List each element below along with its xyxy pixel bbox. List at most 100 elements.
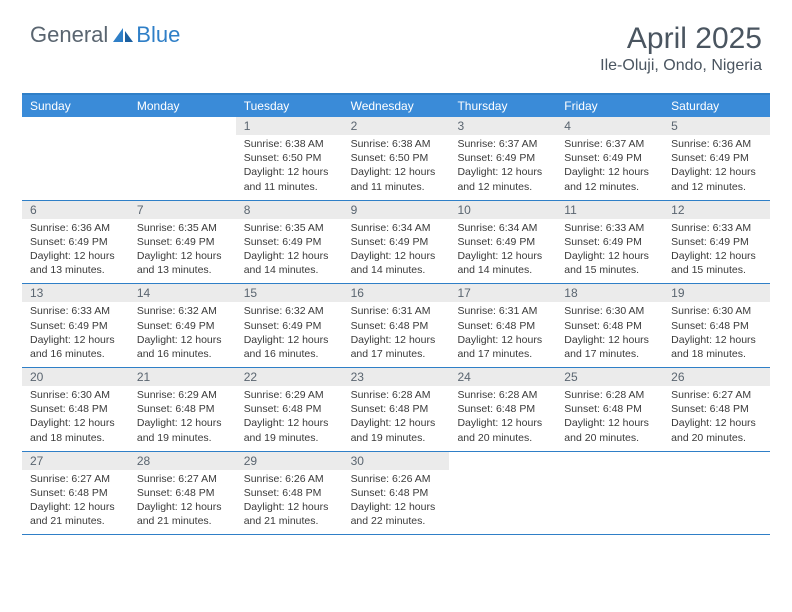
day-details: Sunrise: 6:27 AMSunset: 6:48 PMDaylight:… (663, 386, 770, 445)
day-cell: 17Sunrise: 6:31 AMSunset: 6:48 PMDayligh… (449, 284, 556, 367)
day-cell: 23Sunrise: 6:28 AMSunset: 6:48 PMDayligh… (343, 368, 450, 451)
day-cell: 24Sunrise: 6:28 AMSunset: 6:48 PMDayligh… (449, 368, 556, 451)
day-details: Sunrise: 6:33 AMSunset: 6:49 PMDaylight:… (556, 219, 663, 278)
dayhead-saturday: Saturday (663, 95, 770, 117)
calendar: SundayMondayTuesdayWednesdayThursdayFrid… (22, 93, 770, 535)
daylight-text: Daylight: 12 hours and 19 minutes. (351, 416, 442, 444)
sunset-text: Sunset: 6:49 PM (30, 235, 121, 249)
day-number: 4 (556, 117, 663, 135)
sunset-text: Sunset: 6:48 PM (457, 319, 548, 333)
sunset-text: Sunset: 6:48 PM (137, 486, 228, 500)
day-details: Sunrise: 6:35 AMSunset: 6:49 PMDaylight:… (236, 219, 343, 278)
calendar-header-row: SundayMondayTuesdayWednesdayThursdayFrid… (22, 95, 770, 117)
day-cell: 25Sunrise: 6:28 AMSunset: 6:48 PMDayligh… (556, 368, 663, 451)
week-row: 6Sunrise: 6:36 AMSunset: 6:49 PMDaylight… (22, 201, 770, 285)
day-number: 18 (556, 284, 663, 302)
logo: General Blue (30, 22, 180, 48)
day-details: Sunrise: 6:28 AMSunset: 6:48 PMDaylight:… (343, 386, 450, 445)
day-details: Sunrise: 6:32 AMSunset: 6:49 PMDaylight:… (129, 302, 236, 361)
daylight-text: Daylight: 12 hours and 14 minutes. (351, 249, 442, 277)
day-cell: 5Sunrise: 6:36 AMSunset: 6:49 PMDaylight… (663, 117, 770, 200)
sunset-text: Sunset: 6:48 PM (30, 402, 121, 416)
sunset-text: Sunset: 6:48 PM (564, 319, 655, 333)
day-cell: 6Sunrise: 6:36 AMSunset: 6:49 PMDaylight… (22, 201, 129, 284)
day-cell: 11Sunrise: 6:33 AMSunset: 6:49 PMDayligh… (556, 201, 663, 284)
day-details: Sunrise: 6:26 AMSunset: 6:48 PMDaylight:… (343, 470, 450, 529)
day-details: Sunrise: 6:26 AMSunset: 6:48 PMDaylight:… (236, 470, 343, 529)
day-number: 27 (22, 452, 129, 470)
daylight-text: Daylight: 12 hours and 17 minutes. (564, 333, 655, 361)
day-cell: 20Sunrise: 6:30 AMSunset: 6:48 PMDayligh… (22, 368, 129, 451)
day-cell: 9Sunrise: 6:34 AMSunset: 6:49 PMDaylight… (343, 201, 450, 284)
sunrise-text: Sunrise: 6:31 AM (457, 304, 548, 318)
sunrise-text: Sunrise: 6:37 AM (457, 137, 548, 151)
day-number: 21 (129, 368, 236, 386)
daylight-text: Daylight: 12 hours and 12 minutes. (457, 165, 548, 193)
sunrise-text: Sunrise: 6:30 AM (564, 304, 655, 318)
day-number: 15 (236, 284, 343, 302)
day-number: 14 (129, 284, 236, 302)
daylight-text: Daylight: 12 hours and 21 minutes. (244, 500, 335, 528)
day-number: 9 (343, 201, 450, 219)
daylight-text: Daylight: 12 hours and 17 minutes. (457, 333, 548, 361)
sunrise-text: Sunrise: 6:34 AM (351, 221, 442, 235)
day-cell: 28Sunrise: 6:27 AMSunset: 6:48 PMDayligh… (129, 452, 236, 535)
daylight-text: Daylight: 12 hours and 12 minutes. (564, 165, 655, 193)
day-number: 2 (343, 117, 450, 135)
sunrise-text: Sunrise: 6:28 AM (351, 388, 442, 402)
day-cell: 21Sunrise: 6:29 AMSunset: 6:48 PMDayligh… (129, 368, 236, 451)
day-details: Sunrise: 6:34 AMSunset: 6:49 PMDaylight:… (343, 219, 450, 278)
day-cell: 4Sunrise: 6:37 AMSunset: 6:49 PMDaylight… (556, 117, 663, 200)
sunrise-text: Sunrise: 6:34 AM (457, 221, 548, 235)
day-cell: 15Sunrise: 6:32 AMSunset: 6:49 PMDayligh… (236, 284, 343, 367)
day-number: 19 (663, 284, 770, 302)
day-number: 30 (343, 452, 450, 470)
week-row: 20Sunrise: 6:30 AMSunset: 6:48 PMDayligh… (22, 368, 770, 452)
day-cell: 29Sunrise: 6:26 AMSunset: 6:48 PMDayligh… (236, 452, 343, 535)
day-number: 25 (556, 368, 663, 386)
sunrise-text: Sunrise: 6:30 AM (30, 388, 121, 402)
daylight-text: Daylight: 12 hours and 18 minutes. (671, 333, 762, 361)
week-row: 27Sunrise: 6:27 AMSunset: 6:48 PMDayligh… (22, 452, 770, 536)
sunset-text: Sunset: 6:48 PM (351, 486, 442, 500)
logo-word-2: Blue (136, 22, 180, 48)
sunset-text: Sunset: 6:48 PM (671, 402, 762, 416)
sunset-text: Sunset: 6:49 PM (564, 151, 655, 165)
sunset-text: Sunset: 6:49 PM (137, 235, 228, 249)
sunrise-text: Sunrise: 6:30 AM (671, 304, 762, 318)
sunset-text: Sunset: 6:49 PM (244, 235, 335, 249)
day-details: Sunrise: 6:38 AMSunset: 6:50 PMDaylight:… (343, 135, 450, 194)
day-number: 12 (663, 201, 770, 219)
daylight-text: Daylight: 12 hours and 16 minutes. (137, 333, 228, 361)
day-details: Sunrise: 6:38 AMSunset: 6:50 PMDaylight:… (236, 135, 343, 194)
day-number: 7 (129, 201, 236, 219)
day-cell-empty: . (449, 452, 556, 535)
sunrise-text: Sunrise: 6:28 AM (457, 388, 548, 402)
daylight-text: Daylight: 12 hours and 19 minutes. (244, 416, 335, 444)
sunrise-text: Sunrise: 6:37 AM (564, 137, 655, 151)
day-cell: 12Sunrise: 6:33 AMSunset: 6:49 PMDayligh… (663, 201, 770, 284)
day-cell-empty: . (129, 117, 236, 200)
day-number: 16 (343, 284, 450, 302)
daylight-text: Daylight: 12 hours and 15 minutes. (671, 249, 762, 277)
sunset-text: Sunset: 6:49 PM (671, 235, 762, 249)
day-cell: 30Sunrise: 6:26 AMSunset: 6:48 PMDayligh… (343, 452, 450, 535)
day-number: 29 (236, 452, 343, 470)
logo-word-1: General (30, 22, 108, 48)
day-cell-empty: . (663, 452, 770, 535)
day-details: Sunrise: 6:34 AMSunset: 6:49 PMDaylight:… (449, 219, 556, 278)
daylight-text: Daylight: 12 hours and 21 minutes. (30, 500, 121, 528)
daylight-text: Daylight: 12 hours and 11 minutes. (351, 165, 442, 193)
title-block: April 2025 Ile-Oluji, Ondo, Nigeria (600, 22, 762, 75)
day-number: 6 (22, 201, 129, 219)
day-cell-empty: . (556, 452, 663, 535)
sunrise-text: Sunrise: 6:32 AM (244, 304, 335, 318)
day-details: Sunrise: 6:30 AMSunset: 6:48 PMDaylight:… (556, 302, 663, 361)
sunrise-text: Sunrise: 6:33 AM (30, 304, 121, 318)
sunset-text: Sunset: 6:48 PM (671, 319, 762, 333)
daylight-text: Daylight: 12 hours and 19 minutes. (137, 416, 228, 444)
daylight-text: Daylight: 12 hours and 17 minutes. (351, 333, 442, 361)
day-details: Sunrise: 6:37 AMSunset: 6:49 PMDaylight:… (556, 135, 663, 194)
day-number: 28 (129, 452, 236, 470)
daylight-text: Daylight: 12 hours and 20 minutes. (457, 416, 548, 444)
